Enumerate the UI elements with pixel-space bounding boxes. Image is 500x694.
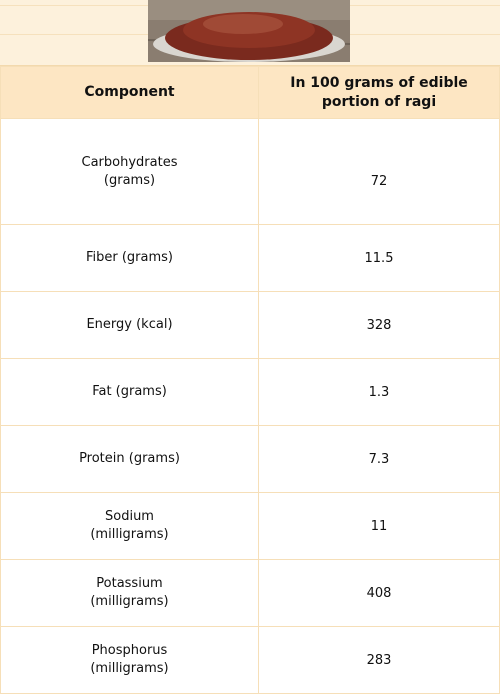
component-cell: Fiber (grams) [0, 224, 259, 292]
header-row: Component In 100 grams of edible portion… [0, 66, 500, 119]
value-cell: 11 [258, 492, 500, 560]
table-row: Phosphorus (milligrams) 283 [0, 626, 500, 694]
component-label: Fat (grams) [92, 384, 167, 399]
component-label: Carbohydrates (grams) [81, 154, 178, 188]
table-row: Fiber (grams) 11.5 [0, 224, 500, 292]
component-cell: Energy (kcal) [0, 291, 259, 359]
value-cell: 1.3 [258, 358, 500, 426]
component-label: Protein (grams) [79, 451, 180, 466]
image-banner [0, 0, 500, 66]
value-cell: 11.5 [258, 224, 500, 292]
value-cell: 283 [258, 626, 500, 694]
table-row: Sodium (milligrams) 11 [0, 492, 500, 560]
component-cell: Protein (grams) [0, 425, 259, 493]
value-cell: 7.3 [258, 425, 500, 493]
component-label: Potassium (milligrams) [90, 576, 169, 609]
header-cell: Component [0, 66, 259, 119]
table-row: Energy (kcal) 328 [0, 291, 500, 359]
component-cell: Potassium (milligrams) [0, 559, 259, 627]
header-cell: In 100 grams of edible portion of ragi [258, 66, 500, 119]
nutrition-table: Component In 100 grams of edible portion… [0, 66, 500, 694]
component-label: Fiber (grams) [85, 250, 173, 265]
component-cell: Carbohydrates (grams) [0, 118, 259, 225]
table-row: Carbohydrates (grams) 72 [0, 118, 500, 225]
value-cell: 408 [258, 559, 500, 627]
value-cell: 328 [258, 291, 500, 359]
component-label: Energy (kcal) [86, 317, 173, 332]
table-row: Protein (grams) 7.3 [0, 425, 500, 493]
component-cell: Phosphorus (milligrams) [0, 626, 259, 694]
component-cell: Sodium (milligrams) [0, 492, 259, 560]
component-label: Sodium (milligrams) [90, 509, 169, 542]
component-cell: Fat (grams) [0, 358, 259, 426]
table-body: Carbohydrates (grams) 72 Fiber (grams) 11.5… [0, 118, 500, 694]
ragi-photo [148, 0, 350, 62]
value-cell: 72 [258, 118, 500, 225]
table-row: Potassium (milligrams) 408 [0, 559, 500, 627]
table-row: Fat (grams) 1.3 [0, 358, 500, 426]
component-label: Phosphorus (milligrams) [90, 643, 169, 676]
